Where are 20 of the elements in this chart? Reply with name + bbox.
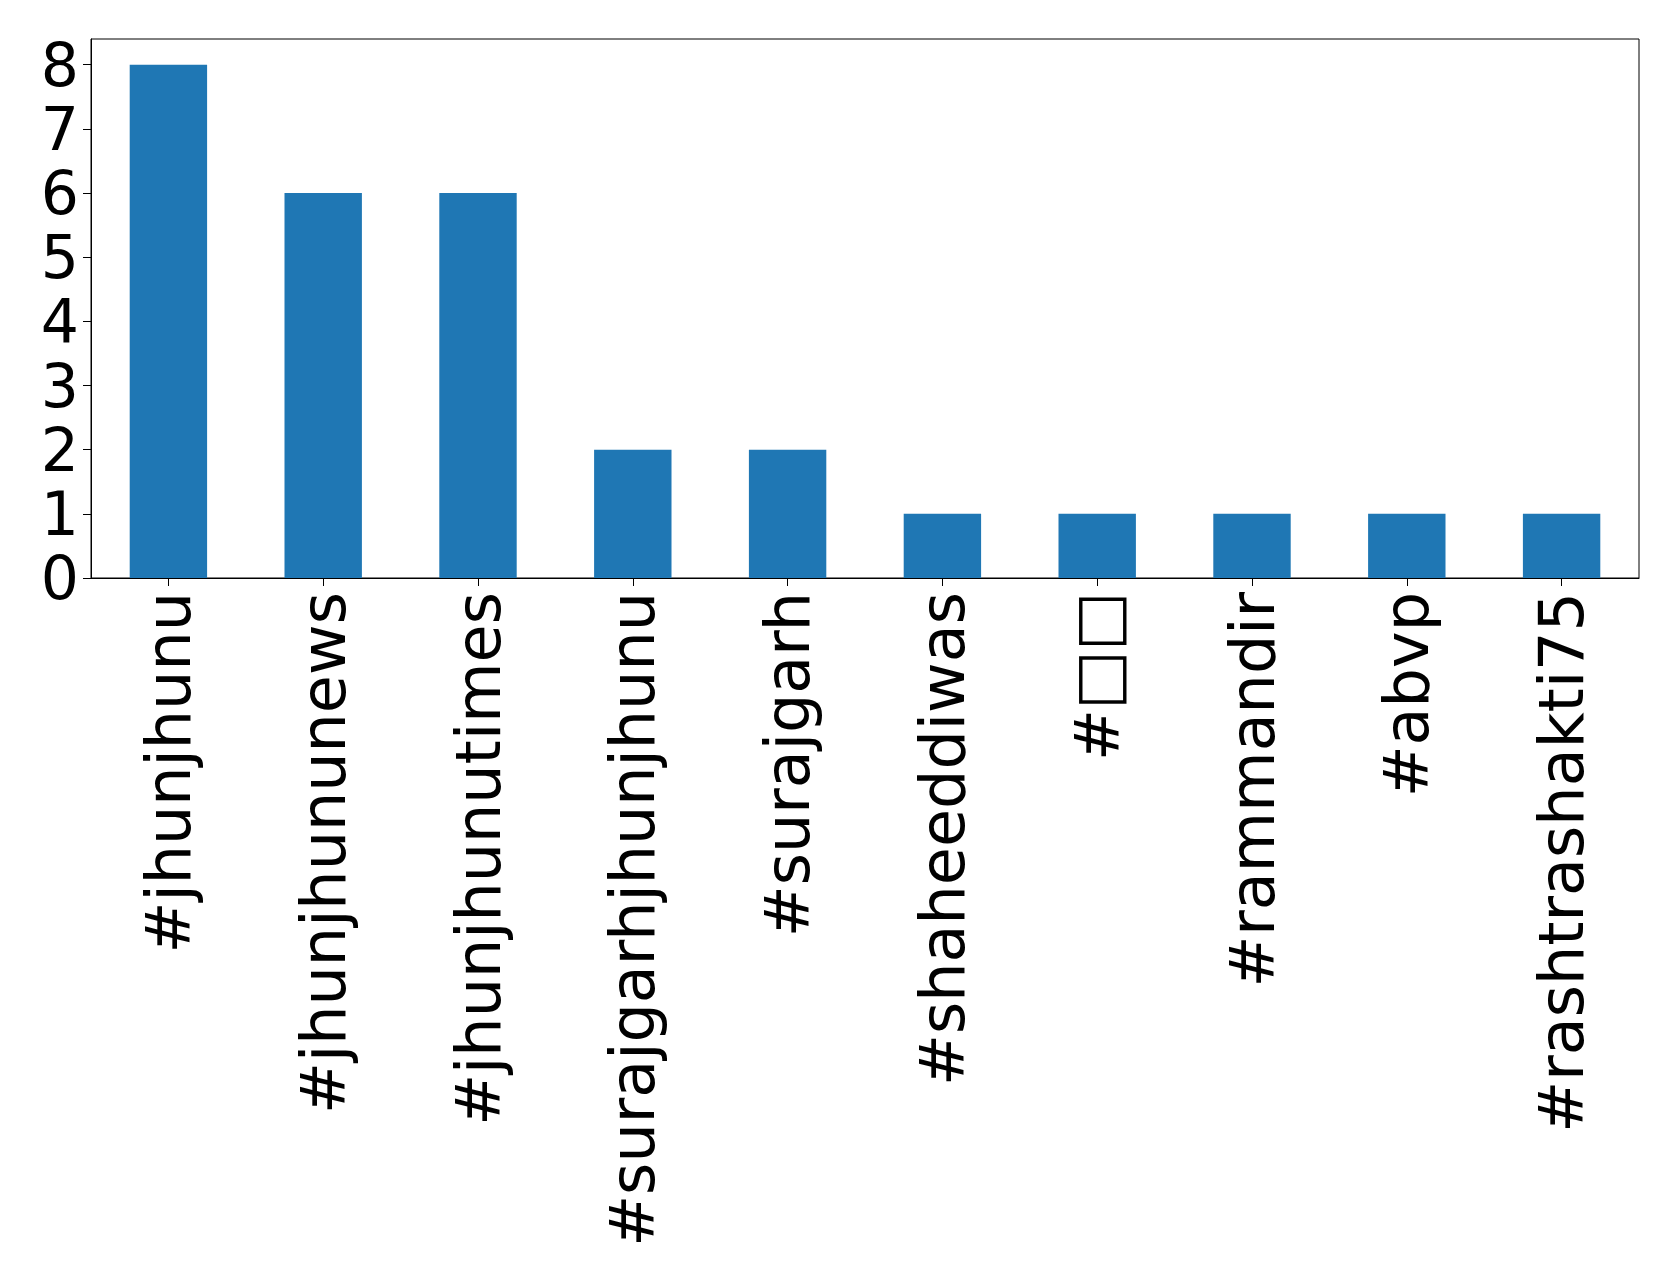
x-tick-label: #jhunjhununews: [286, 592, 360, 1114]
x-tick-label: #surajgarh: [751, 592, 825, 938]
bar: [748, 449, 827, 578]
bar: [903, 513, 982, 578]
bar: [1058, 513, 1136, 578]
bar: [1213, 513, 1291, 578]
x-tick-label: #jhunjhunu: [131, 592, 205, 954]
bar: [284, 193, 362, 578]
bar: [129, 64, 208, 578]
bar: [1368, 513, 1446, 578]
bar: [594, 449, 672, 578]
x-tick-label: #jhunjhunutimes: [441, 592, 515, 1126]
bar: [439, 193, 517, 578]
x-tick-label: #shaheeddiwas: [905, 592, 979, 1087]
x-tick-label: #abvp: [1370, 592, 1444, 798]
x-tick-label: #rashtrashakti75: [1525, 592, 1599, 1133]
x-tick-label: #□□: [1060, 592, 1134, 762]
bar: [1522, 513, 1601, 578]
x-tick-label: #rammandir: [1215, 591, 1289, 988]
x-tick-label: #surajgarhjhunjhunu: [596, 592, 670, 1247]
